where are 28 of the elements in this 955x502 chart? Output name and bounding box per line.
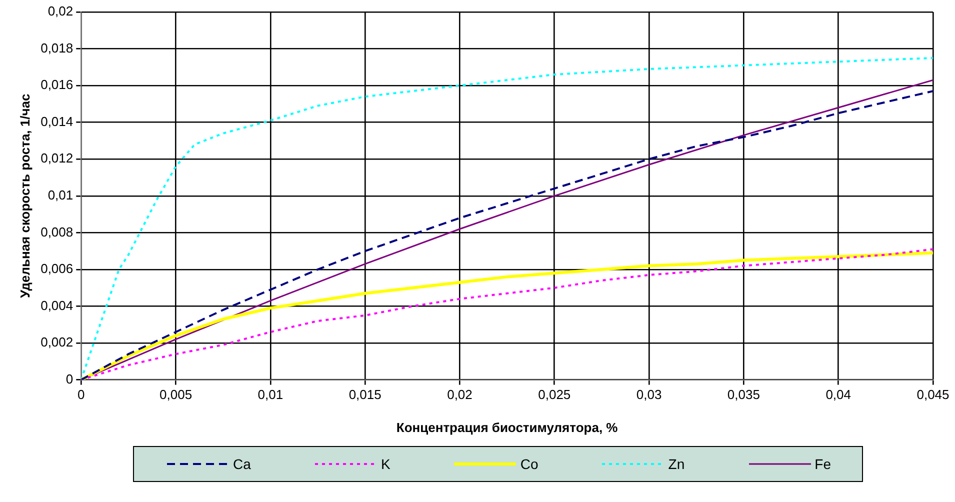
x-tick-label: 0,015 [348, 387, 382, 402]
x-tick-label: 0,04 [826, 387, 852, 402]
legend-label: Ca [233, 456, 251, 472]
y-tick-label: 0,008 [40, 224, 74, 240]
y-tick-label: 0,004 [40, 298, 74, 313]
x-tick-label: 0,01 [258, 387, 284, 402]
y-tick-label: 0,006 [40, 261, 74, 276]
y-axis-title: Удельная скорость роста, 1/час [17, 94, 32, 298]
y-tick-label: 0,002 [40, 334, 74, 350]
y-tick-label: 0,018 [40, 40, 74, 56]
x-tick-label: 0,045 [916, 387, 950, 402]
x-tick-label: 0,005 [160, 387, 192, 402]
x-tick-label: 0,02 [447, 387, 472, 402]
y-tick-label: 0,012 [40, 150, 74, 166]
x-tick-label: 0,03 [636, 387, 662, 402]
y-tick-label: 0,02 [48, 4, 74, 19]
y-tick-label: 0 [66, 371, 74, 386]
legend-label: K [380, 456, 390, 472]
y-tick-label: 0,01 [48, 187, 74, 202]
y-tick-label: 0,016 [40, 77, 74, 92]
x-tick-label: 0 [78, 387, 85, 402]
x-axis-title: Концентрация биостимулятора, % [396, 420, 618, 435]
legend-label: Co [520, 456, 538, 472]
legend-label: Zn [668, 456, 685, 472]
y-tick-label: 0,014 [40, 114, 74, 129]
x-tick-label: 0,035 [727, 387, 760, 402]
x-tick-label: 0,025 [538, 387, 571, 402]
legend-label: Fe [814, 456, 831, 472]
